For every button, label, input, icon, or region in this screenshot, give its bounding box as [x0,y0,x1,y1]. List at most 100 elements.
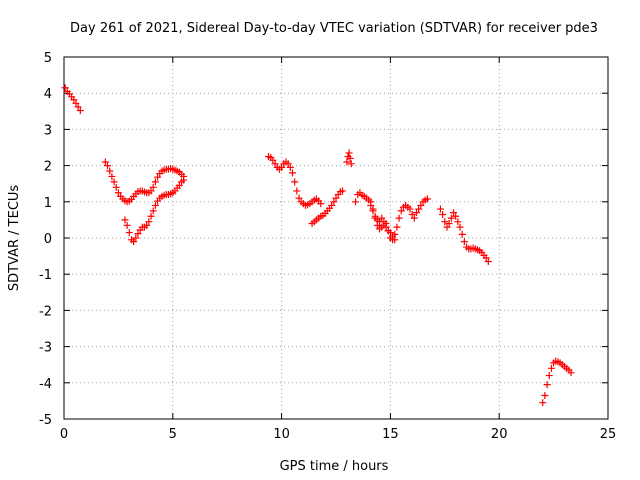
data-point [345,149,353,157]
x-tick-label: 10 [273,427,290,442]
data-point [389,232,397,240]
data-point [406,205,414,213]
data-point [143,221,151,229]
data-point [108,172,116,180]
data-point [284,160,292,168]
data-point [149,183,157,191]
data-point [371,214,379,222]
data-point [278,163,286,171]
data-point [456,223,464,231]
data-point [386,229,394,237]
data-point [130,238,138,246]
data-point [454,218,462,226]
data-point [443,223,451,231]
data-point [328,201,336,209]
data-point [382,223,390,231]
data-point [151,178,159,186]
data-point [74,103,82,111]
y-tick-label: 2 [44,160,52,175]
data-point [339,187,347,195]
data-point [151,201,159,209]
data-point [417,201,425,209]
x-tick-label: 15 [382,427,399,442]
data-point [175,182,183,190]
data-point [439,210,447,218]
data-point [271,160,279,168]
data-point [72,99,80,107]
data-point [458,230,466,238]
data-point [450,209,458,217]
data-point [147,212,155,220]
data-point [539,399,547,407]
data-point [367,201,375,209]
data-point [484,258,492,266]
y-tick-label: -2 [39,304,52,319]
y-tick-label: 5 [44,51,52,66]
data-point [343,158,351,166]
data-point [269,156,277,164]
data-point [393,223,401,231]
y-tick-label: 3 [44,123,52,138]
data-point [445,220,453,228]
data-point [373,221,381,229]
data-point [112,183,120,191]
data-point [132,234,140,242]
data-point [541,391,549,399]
data-point [378,214,386,222]
data-point [330,198,338,206]
x-tick-label: 20 [491,427,508,442]
x-tick-label: 5 [169,427,177,442]
y-tick-label: 4 [44,87,52,102]
data-point [391,236,399,244]
data-point [543,381,551,389]
data-point [395,214,403,222]
y-tick-labels: -5 -4 -3 -2 -1 0 1 2 3 4 5 [39,51,52,428]
y-axis-label: SDTVAR / TECUs [7,185,22,292]
data-point [547,364,555,372]
data-point [423,195,431,203]
y-tick-label: -1 [39,268,52,283]
data-point [106,167,114,175]
data-point [147,187,155,195]
x-tick-labels: 0 5 10 15 20 25 [60,427,616,442]
data-point [460,238,468,246]
data-point [408,210,416,218]
data-points [61,84,575,407]
data-point [332,194,340,202]
data-point [154,173,162,181]
data-point [415,205,423,213]
data-point [397,207,405,215]
data-point [180,176,188,184]
x-axis-label: GPS time / hours [280,459,389,474]
y-tick-label: -4 [39,377,52,392]
data-point [286,163,294,171]
data-point [317,200,325,208]
data-point [123,221,131,229]
data-point [295,194,303,202]
chart-title: Day 261 of 2021, Sidereal Day-to-day VTE… [70,21,598,36]
x-tick-label: 25 [600,427,617,442]
data-point [61,84,69,92]
data-point [441,218,449,226]
y-tick-label: 1 [44,196,52,211]
data-point [482,254,490,262]
data-point [291,178,299,186]
data-point [101,158,109,166]
data-point [104,162,112,170]
data-point [447,214,455,222]
data-point [145,218,153,226]
data-point [352,198,360,206]
data-point [567,369,575,377]
y-tick-label: 0 [44,232,52,247]
data-point [436,205,444,213]
plot-frame [63,56,609,420]
x-tick-label: 0 [60,427,68,442]
data-point [70,96,78,104]
data-point [288,169,296,177]
data-point [149,207,157,215]
data-point [121,216,129,224]
data-point [410,214,418,222]
data-point [125,229,133,237]
